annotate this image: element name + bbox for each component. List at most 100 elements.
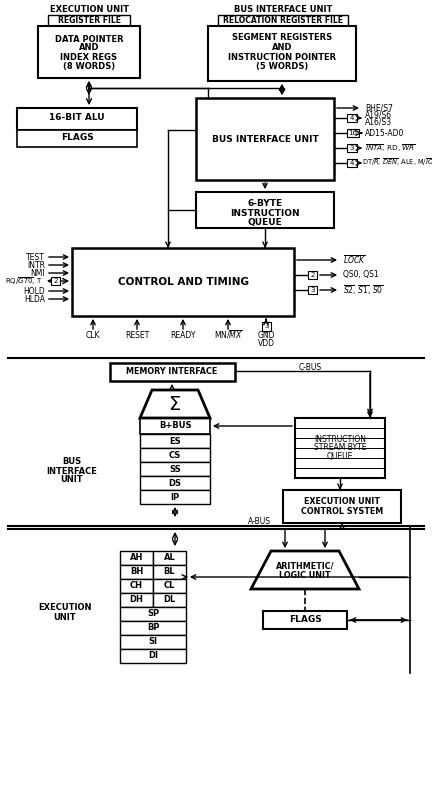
Text: CONTROL SYSTEM: CONTROL SYSTEM <box>301 508 383 516</box>
Bar <box>196 98 334 180</box>
Text: SI: SI <box>149 637 158 646</box>
Bar <box>263 611 347 629</box>
Bar <box>140 462 210 476</box>
Text: DS: DS <box>168 478 181 487</box>
Text: DI: DI <box>148 652 158 660</box>
Text: AND: AND <box>272 43 292 53</box>
Text: BL: BL <box>164 567 175 577</box>
Text: AND: AND <box>79 43 99 53</box>
Text: SS: SS <box>169 464 181 474</box>
Bar <box>120 635 186 649</box>
Text: 3: 3 <box>350 145 354 151</box>
Bar <box>153 593 186 607</box>
Text: A19/S6: A19/S6 <box>365 110 392 120</box>
Text: QUEUE: QUEUE <box>248 217 283 227</box>
Text: B+BUS: B+BUS <box>159 422 191 430</box>
Bar <box>120 551 153 565</box>
Text: DT/$\overline{R}$, $\overline{DEN}$, ALE, M/$\overline{IO}$: DT/$\overline{R}$, $\overline{DEN}$, ALE… <box>362 156 432 168</box>
Bar <box>120 621 186 635</box>
Bar <box>120 593 153 607</box>
Text: STREAM BYTE: STREAM BYTE <box>314 444 366 453</box>
Bar <box>48 15 130 26</box>
Text: C-BUS: C-BUS <box>299 364 321 372</box>
Text: AD15-AD0: AD15-AD0 <box>365 128 404 138</box>
Text: $\Sigma$: $\Sigma$ <box>168 394 181 413</box>
Text: INTR: INTR <box>27 260 45 269</box>
Text: FLAGS: FLAGS <box>289 615 321 625</box>
Text: HLDA: HLDA <box>24 294 45 304</box>
Text: QUEUE: QUEUE <box>327 453 353 461</box>
Text: INDEX REGS: INDEX REGS <box>60 53 118 61</box>
Bar <box>208 26 356 81</box>
Text: $\overline{INTA}$, RD, $\overline{WR}$: $\overline{INTA}$, RD, $\overline{WR}$ <box>365 142 416 154</box>
Bar <box>153 551 186 565</box>
Text: MEMORY INTERFACE: MEMORY INTERFACE <box>127 368 218 376</box>
Bar <box>17 108 137 130</box>
Text: RELOCATION REGISTER FILE: RELOCATION REGISTER FILE <box>223 16 343 25</box>
Text: 16: 16 <box>349 130 358 136</box>
Bar <box>308 271 317 279</box>
Polygon shape <box>251 551 359 589</box>
Text: CS: CS <box>169 450 181 460</box>
Bar <box>347 114 357 122</box>
Text: QS0, QS1: QS0, QS1 <box>343 271 378 279</box>
Text: UNIT: UNIT <box>60 475 83 485</box>
Text: BH: BH <box>130 567 143 577</box>
Text: SP: SP <box>147 609 159 619</box>
Bar <box>140 490 210 504</box>
Bar <box>72 248 294 316</box>
Text: READY: READY <box>170 331 196 339</box>
Text: HOLD: HOLD <box>23 286 45 295</box>
Text: CH: CH <box>130 582 143 590</box>
Text: IP: IP <box>171 493 180 501</box>
Text: BUS INTERFACE UNIT: BUS INTERFACE UNIT <box>234 6 332 14</box>
Text: BHE/S7: BHE/S7 <box>365 104 393 113</box>
Text: BUS INTERFACE UNIT: BUS INTERFACE UNIT <box>212 135 318 143</box>
Text: RQ/$\overline{GT0}$, T: RQ/$\overline{GT0}$, T <box>6 275 43 286</box>
Text: 2: 2 <box>310 272 314 278</box>
Text: 4: 4 <box>350 160 354 166</box>
Bar <box>38 26 140 78</box>
Text: (5 WORDS): (5 WORDS) <box>256 61 308 71</box>
Text: EXECUTION: EXECUTION <box>38 603 92 611</box>
Bar <box>347 144 357 152</box>
Text: GND: GND <box>257 331 275 339</box>
Bar <box>140 418 210 434</box>
Text: $\overline{S2}$, $\overline{S1}$, $\overline{S0}$: $\overline{S2}$, $\overline{S1}$, $\over… <box>343 283 384 297</box>
Bar <box>347 159 357 167</box>
Bar <box>51 277 60 285</box>
Text: VDD: VDD <box>257 338 274 348</box>
Text: SEGMENT REGISTERS: SEGMENT REGISTERS <box>232 34 332 42</box>
Bar <box>283 490 401 523</box>
Bar <box>295 418 385 478</box>
Text: 6-BYTE: 6-BYTE <box>248 198 283 208</box>
Bar <box>262 322 271 331</box>
Text: AL: AL <box>164 553 175 563</box>
Text: $\overline{LOCK}$: $\overline{LOCK}$ <box>343 254 366 266</box>
Bar <box>120 579 153 593</box>
Text: CONTROL AND TIMING: CONTROL AND TIMING <box>118 277 248 287</box>
Bar <box>218 15 348 26</box>
Text: INTERFACE: INTERFACE <box>47 467 98 475</box>
Bar <box>153 565 186 579</box>
Text: INSTRUCTION: INSTRUCTION <box>230 209 300 217</box>
Bar <box>110 363 235 381</box>
Text: AH: AH <box>130 553 143 563</box>
Text: CLK: CLK <box>86 331 100 339</box>
Text: INSTRUCTION POINTER: INSTRUCTION POINTER <box>228 53 336 61</box>
Text: LOGIC UNIT: LOGIC UNIT <box>279 571 331 581</box>
Text: REGISTER FILE: REGISTER FILE <box>57 16 121 25</box>
Text: A-BUS: A-BUS <box>248 516 271 526</box>
Text: EXECUTION UNIT: EXECUTION UNIT <box>304 497 380 505</box>
Text: TEST: TEST <box>26 253 45 261</box>
Text: DH: DH <box>130 596 143 604</box>
Text: DL: DL <box>163 596 176 604</box>
Text: BP: BP <box>147 623 159 633</box>
Bar <box>153 579 186 593</box>
Bar <box>347 129 359 137</box>
Bar <box>140 448 210 462</box>
Text: ES: ES <box>169 437 181 445</box>
Text: UNIT: UNIT <box>54 612 76 622</box>
Text: CL: CL <box>164 582 175 590</box>
Bar <box>17 130 137 147</box>
